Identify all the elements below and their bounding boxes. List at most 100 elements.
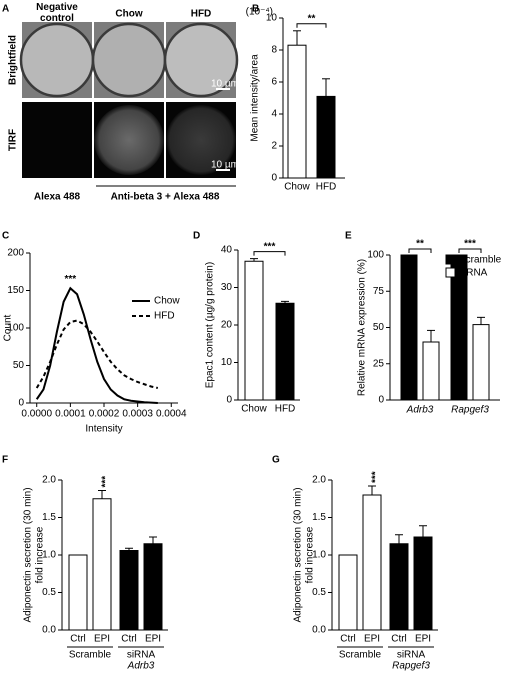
significance-bracket — [253, 251, 286, 256]
x-tick-label: Chow — [284, 182, 310, 193]
significance: *** — [264, 241, 276, 252]
y-axis-label: fold increase — [305, 526, 316, 583]
bar — [119, 550, 139, 631]
x-tick-label: HFD — [275, 404, 296, 415]
y-tick-label: 20 — [221, 320, 233, 331]
panel-letter: E — [345, 231, 352, 242]
y-tick-label: 6 — [271, 77, 277, 88]
x-tick-label: 0.0000 — [21, 409, 52, 420]
bar — [68, 554, 88, 631]
y-tick-label: 25 — [373, 358, 385, 369]
y-tick-label: 30 — [221, 282, 233, 293]
bar — [316, 95, 336, 179]
x-tick-label: EPI — [415, 634, 431, 645]
y-tick-label: 200 — [7, 248, 24, 259]
x-tick-label: Ctrl — [70, 634, 86, 645]
scale-label: 10 µm — [211, 79, 239, 90]
x-tick-label: EPI — [145, 634, 161, 645]
bar — [92, 498, 112, 631]
significance: *** — [464, 239, 476, 250]
y-tick-label: 75 — [373, 286, 385, 297]
panel-letter: B — [252, 4, 259, 15]
y-tick-label: 1.5 — [312, 512, 326, 523]
y-tick-label: 0.5 — [312, 587, 326, 598]
group-label: siRNA — [127, 650, 156, 661]
bar — [450, 254, 468, 401]
legend-swatch — [445, 254, 456, 265]
x-tick-label: Ctrl — [340, 634, 356, 645]
column-header: HFD — [191, 9, 212, 20]
y-tick-label: 150 — [7, 285, 24, 296]
group-gene: Rapgef3 — [392, 661, 430, 672]
panel-letter: C — [2, 231, 9, 242]
significance: *** — [65, 274, 77, 285]
y-tick-label: 2.0 — [42, 475, 56, 486]
x-tick-label: EPI — [364, 634, 380, 645]
y-tick-label: 0 — [226, 395, 232, 406]
group-label: siRNA — [397, 650, 426, 661]
x-tick-label: HFD — [316, 182, 337, 193]
panel-letter: F — [2, 455, 8, 466]
bar — [389, 543, 409, 631]
y-axis-label: Adiponectin secretion (30 min) — [23, 487, 34, 622]
y-tick-label: 1.5 — [42, 512, 56, 523]
scale-label: 10 µm — [211, 160, 239, 171]
y-axis-label: Epac1 content (µg/g protein) — [205, 262, 216, 388]
column-header: Negative control — [36, 2, 78, 24]
y-tick-label: 100 — [7, 323, 24, 334]
panel-letter: G — [272, 455, 280, 466]
x-tick-label: 0.0001 — [55, 409, 86, 420]
significance: ** — [416, 239, 424, 250]
bottom-label: Alexa 488 — [34, 192, 81, 203]
x-tick-label: 0.0002 — [89, 409, 120, 420]
y-tick-label: 1.0 — [312, 550, 326, 561]
bar — [287, 44, 307, 179]
y-axis-label: Count — [3, 314, 14, 341]
bar — [400, 254, 418, 401]
y-tick-label: 10 — [266, 13, 278, 24]
x-tick-label: EPI — [94, 634, 110, 645]
x-tick-label: Ctrl — [121, 634, 137, 645]
y-tick-label: 0 — [18, 398, 24, 409]
bar — [143, 543, 163, 631]
group-label: Scramble — [69, 650, 112, 661]
y-tick-label: 4 — [271, 109, 277, 120]
row-label: Brightfield — [8, 35, 19, 85]
x-axis-label: Intensity — [85, 424, 122, 435]
y-axis-label: Mean intensity/area — [250, 54, 261, 142]
panel-a: A Chow HFD Brightfield TIRF 10 µm 10 µm … — [2, 4, 239, 203]
x-tick-label: Adrb3 — [406, 405, 434, 416]
line — [35, 286, 158, 404]
bar — [362, 494, 382, 631]
y-tick-label: 10 — [221, 357, 233, 368]
x-tick-label: Ctrl — [391, 634, 407, 645]
legend-label: siRNA — [459, 268, 488, 279]
panel-letter: A — [2, 4, 9, 15]
group-gene: Adrb3 — [127, 661, 155, 672]
panel-letter: D — [193, 231, 200, 242]
bar — [422, 341, 440, 401]
significance-bracket — [408, 248, 432, 253]
y-unit: (10⁻⁴) — [246, 7, 273, 18]
significance: *** — [101, 476, 112, 488]
significance: ** — [308, 13, 316, 24]
legend-swatch — [445, 267, 456, 278]
y-tick-label: 8 — [271, 45, 277, 56]
cell — [94, 105, 164, 175]
x-tick-label: 0.0004 — [156, 409, 187, 420]
legend-label: Scramble — [459, 255, 502, 266]
y-axis-label: fold increase — [35, 526, 46, 583]
x-tick-label: Chow — [241, 404, 267, 415]
y-tick-label: 2.0 — [312, 475, 326, 486]
line — [35, 319, 159, 389]
bar — [244, 260, 264, 401]
x-tick-label: Rapgef3 — [451, 405, 489, 416]
group-label: Scramble — [339, 650, 382, 661]
y-tick-label: 100 — [367, 250, 384, 261]
significance: *** — [371, 471, 382, 483]
y-tick-label: 0.5 — [42, 587, 56, 598]
y-axis-label: Relative mRNA expression (%) — [357, 259, 368, 396]
significance-bracket — [296, 23, 327, 28]
cell — [91, 22, 167, 98]
